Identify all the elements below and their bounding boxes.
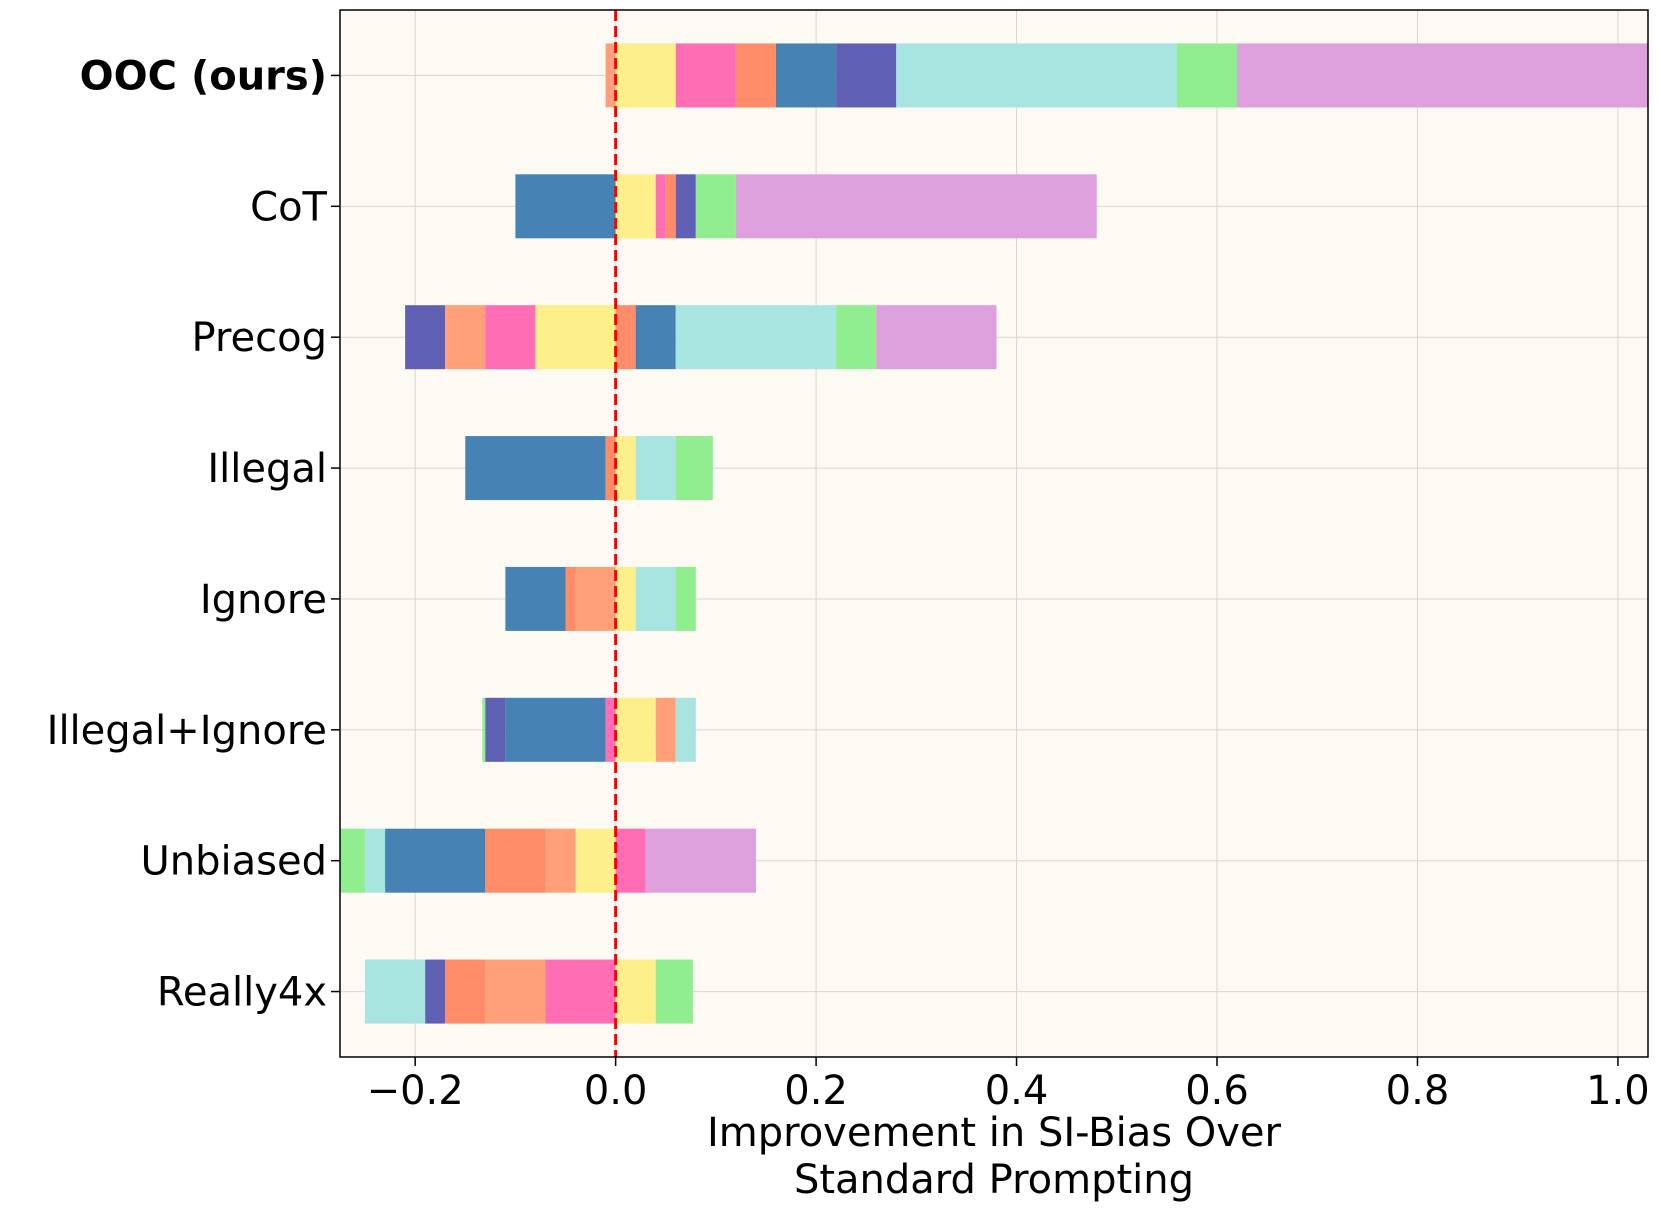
- y-axis-ticks: OOC (ours) CoT Precog Illegal Ignore Illegal+…: [47, 53, 340, 1016]
- x-axis-title-line-1: Improvement in SI-Bias Over: [707, 1110, 1282, 1156]
- x-tick-label: 1.0: [1586, 1068, 1650, 1114]
- bar-segment: [655, 697, 676, 762]
- x-tick-label: −0.2: [367, 1068, 464, 1114]
- bar-segment: [675, 697, 696, 762]
- bar-row-5: [482, 697, 696, 762]
- bar-segment: [485, 305, 536, 370]
- bar-segment: [675, 566, 696, 631]
- y-tick-label: Precog: [192, 315, 327, 361]
- bar-segment: [735, 174, 1097, 239]
- x-axis-ticks: −0.2 0.0 0.2 0.4 0.6 0.8 1.0: [367, 1057, 1650, 1114]
- x-tick-label: 0.4: [985, 1068, 1049, 1114]
- bar-segment: [645, 828, 756, 893]
- bar-segment: [615, 436, 636, 501]
- bar-segment: [735, 43, 776, 108]
- bar-segment: [485, 697, 506, 762]
- bar-segment: [655, 174, 666, 239]
- bar-row-7: [365, 959, 693, 1024]
- bar-segment: [425, 959, 446, 1024]
- bar-segment: [485, 959, 546, 1024]
- bar-segment: [485, 828, 546, 893]
- bar-row-3: [465, 436, 713, 501]
- bar-segment: [836, 43, 897, 108]
- bar-segment: [615, 174, 656, 239]
- y-tick-label: Ignore: [200, 577, 327, 623]
- bar-segment: [505, 697, 606, 762]
- bar-row-0: [605, 43, 1648, 108]
- bar-segment: [665, 174, 676, 239]
- bar-segment: [545, 959, 616, 1024]
- bar-segment: [1237, 43, 1648, 108]
- y-tick-label: Unbiased: [141, 839, 327, 885]
- bar-segment: [465, 436, 606, 501]
- bar-segment: [1176, 43, 1238, 108]
- bar-segment: [505, 566, 566, 631]
- plot-frame: [339, 9, 1649, 1058]
- bar-segment: [635, 436, 676, 501]
- bar-segment: [776, 43, 837, 108]
- bar-segment: [615, 305, 636, 370]
- y-tick-label: OOC (ours): [80, 53, 327, 99]
- bar-segment: [575, 566, 616, 631]
- bar-segment: [615, 959, 656, 1024]
- bar-segment: [545, 828, 576, 893]
- y-tick-label: Really4x: [157, 970, 327, 1016]
- bar-segment: [405, 305, 446, 370]
- bar-segment: [635, 305, 676, 370]
- x-tick-label: 0.0: [584, 1068, 648, 1114]
- bar-segment: [876, 305, 997, 370]
- bar-segment: [675, 305, 837, 370]
- bar-row-4: [505, 566, 696, 631]
- bar-segment: [695, 174, 736, 239]
- bar-segment: [615, 828, 646, 893]
- bar-segment: [515, 174, 616, 239]
- bar-segment: [675, 43, 736, 108]
- plot-background: [340, 10, 1648, 1057]
- bar-segment: [615, 566, 636, 631]
- x-axis-title-line-2: Standard Prompting: [794, 1157, 1194, 1203]
- x-tick-label: 0.2: [784, 1068, 848, 1114]
- bar-segment: [445, 959, 486, 1024]
- bar-segment: [655, 959, 693, 1024]
- bar-segment: [365, 828, 386, 893]
- bar-segment: [482, 697, 486, 762]
- bar-segment: [635, 566, 676, 631]
- bar-segment: [615, 697, 656, 762]
- bar-segment: [605, 697, 616, 762]
- bar-segment: [605, 43, 616, 108]
- bar-segment: [575, 828, 616, 893]
- bar-segment: [675, 174, 696, 239]
- bar-segment: [836, 305, 877, 370]
- y-tick-label: Illegal+Ignore: [47, 708, 327, 754]
- bar-segment: [365, 959, 426, 1024]
- bar-segment: [535, 305, 616, 370]
- y-tick-label: Illegal: [207, 446, 327, 492]
- bar-segment: [896, 43, 1177, 108]
- x-tick-label: 0.8: [1386, 1068, 1450, 1114]
- bars: [340, 43, 1648, 1024]
- bar-segment: [605, 436, 616, 501]
- bar-segment: [675, 436, 713, 501]
- y-tick-label: CoT: [250, 184, 327, 230]
- x-tick-label: 0.6: [1185, 1068, 1249, 1114]
- bar-row-1: [515, 174, 1097, 239]
- bar-segment: [565, 566, 576, 631]
- bar-segment: [445, 305, 486, 370]
- bar-segment: [385, 828, 486, 893]
- bar-row-2: [405, 305, 997, 370]
- bar-segment: [340, 828, 366, 893]
- bar-segment: [615, 43, 676, 108]
- bar-row-6: [340, 828, 756, 893]
